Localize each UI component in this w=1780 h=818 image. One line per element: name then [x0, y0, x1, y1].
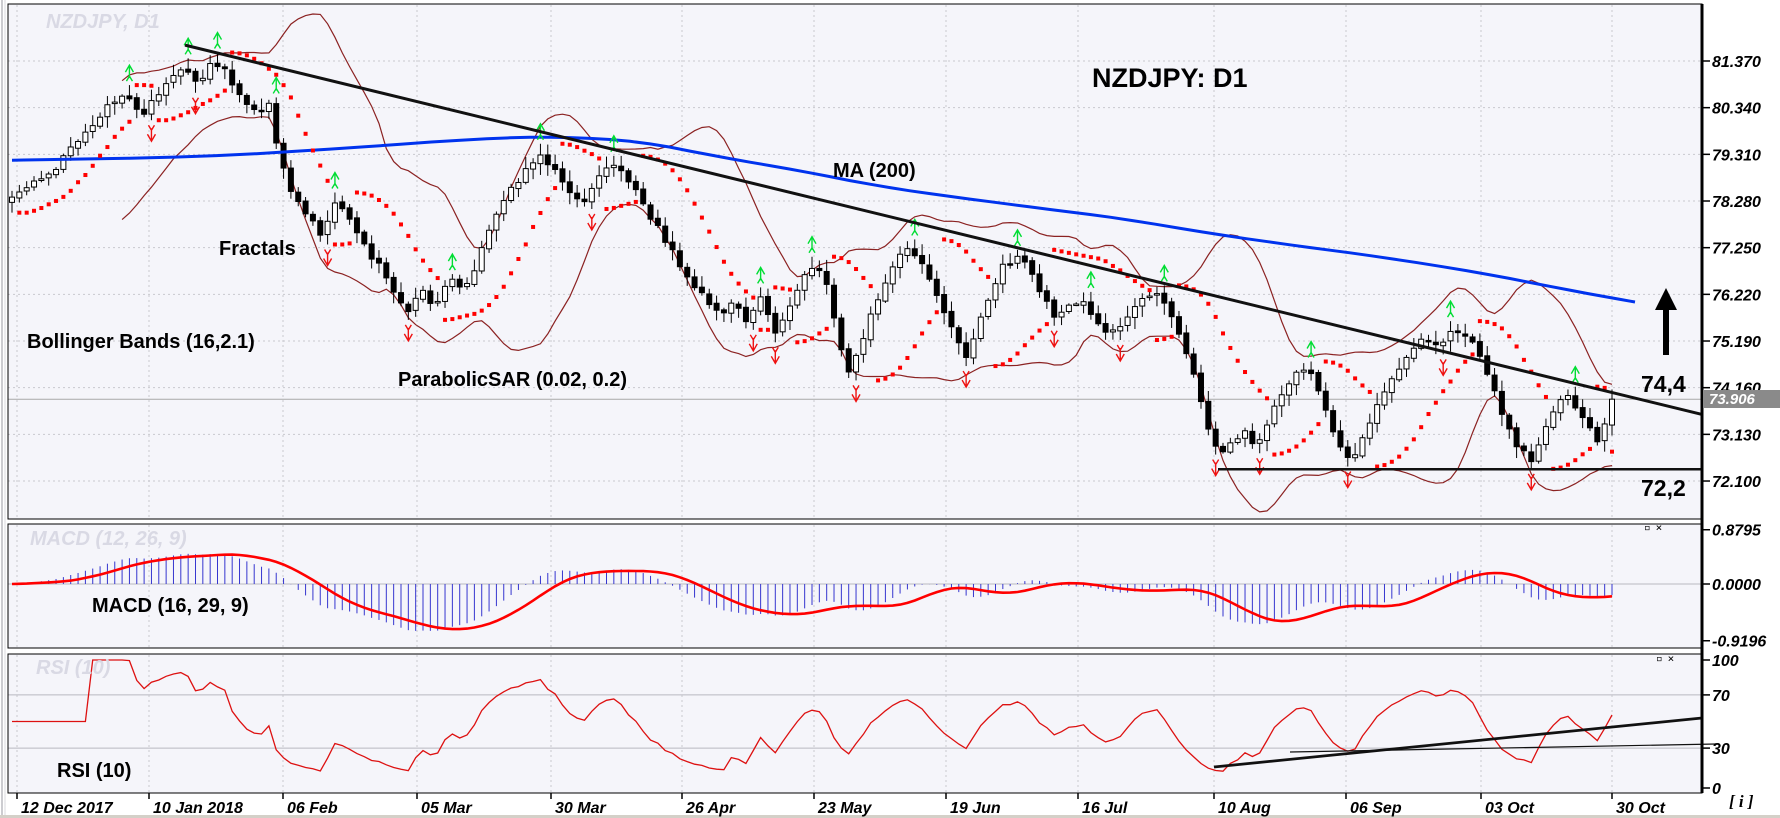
price-axis-label: 80.340	[1712, 101, 1761, 118]
rsi-panel-watermark: RSI (10)	[36, 657, 111, 679]
main-chart-watermark: NZDJPY, D1	[46, 11, 160, 33]
fractal-down-icon	[403, 324, 413, 343]
fractal-down-icon	[1211, 459, 1221, 477]
fractal-up-icon	[756, 265, 766, 284]
fractal-down-icon	[1526, 473, 1536, 492]
rsi-axis-label: 70	[1712, 688, 1730, 705]
price-axis-label: 75.190	[1712, 334, 1761, 351]
fractal-down-icon	[1438, 359, 1448, 377]
fractal-up-icon	[212, 31, 223, 49]
fractal-up-icon	[1570, 365, 1580, 384]
panel-frames	[7, 3, 1704, 794]
fractals-label: Fractals	[219, 238, 296, 260]
bollinger-bands-layer	[121, 13, 1613, 513]
fractal-down-icon	[322, 249, 333, 267]
fractal-down-icon	[1343, 471, 1353, 489]
fractal-down-icon	[1115, 344, 1125, 363]
macd-axis-label: 0.0000	[1712, 577, 1761, 594]
price-axis-label: 76.220	[1712, 287, 1761, 304]
time-axis-label[interactable]: 03 Oct	[1485, 800, 1535, 817]
price-axis-label: 79.310	[1712, 147, 1761, 164]
fractal-up-icon	[124, 63, 135, 82]
time-axis-label[interactable]: 12 Dec 2017	[21, 800, 114, 817]
support-level-label: 72,2	[1641, 475, 1686, 501]
macd-close-button[interactable]: ×	[1655, 521, 1665, 534]
rsi-close-button[interactable]: ×	[1667, 652, 1677, 665]
rsi-axis-label: 0	[1712, 781, 1721, 798]
macd-minimize-button[interactable]: ▫	[1644, 521, 1653, 534]
fractal-up-icon	[1159, 263, 1169, 282]
fractal-down-icon	[1255, 457, 1265, 476]
resistance-trendline	[184, 43, 1703, 416]
fractal-up-icon	[271, 76, 281, 94]
fractal-down-icon	[146, 124, 157, 143]
page-title: NZDJPY: D1	[1092, 63, 1248, 93]
time-axis-label[interactable]: 23 May	[817, 800, 872, 817]
fractal-up-icon	[447, 252, 457, 271]
time-axis-label[interactable]: 19 Jun	[950, 800, 1001, 817]
macd-panel-watermark: MACD (12, 26, 9)	[30, 528, 187, 550]
trendlines-layer	[184, 43, 1703, 471]
macd-axis-label: 0.8795	[1712, 523, 1762, 540]
fractal-down-icon	[587, 213, 597, 232]
macd-signal-line	[11, 553, 1613, 631]
price-axis: 81.370 80.340 79.310 78.280 77.250 76.220 75.1…	[1703, 54, 1766, 798]
rsi-window-controls: ▫ ×	[1656, 652, 1677, 665]
rsi-trendline-1	[1213, 716, 1703, 769]
candlestick-layer	[9, 52, 1615, 469]
fractal-down-icon	[851, 385, 861, 403]
fractal-up-icon	[1012, 228, 1023, 247]
time-axis-label[interactable]: 10 Jan 2018	[153, 800, 243, 817]
ma200-label: MA (200)	[833, 160, 916, 182]
rsi-trendline-2	[1289, 743, 1717, 753]
fractal-down-icon	[190, 97, 201, 116]
fractal-up-icon	[1306, 340, 1316, 358]
price-axis-label: 72.100	[1712, 474, 1761, 491]
current-price-badge: 73.906	[1703, 390, 1780, 408]
fractal-down-icon	[1049, 330, 1059, 349]
resistance-level-label: 74,4	[1641, 371, 1686, 397]
fractals-layer	[124, 31, 1580, 492]
rsi-line	[12, 659, 1613, 772]
fractal-up-icon	[910, 218, 920, 236]
fractal-up-icon	[609, 134, 619, 153]
price-axis-label: 77.250	[1712, 241, 1761, 258]
fractal-down-icon	[961, 370, 971, 389]
time-axis-label[interactable]: 06 Feb	[287, 800, 338, 817]
rsi-axis-label: 30	[1712, 741, 1730, 758]
time-axis-label[interactable]: 06 Sep	[1350, 800, 1402, 817]
macd-window-controls: ▫ ×	[1644, 521, 1665, 534]
macd-label: MACD (16, 29, 9)	[92, 595, 249, 617]
time-axis-label[interactable]: 30 Mar	[555, 800, 606, 817]
price-axis-label: 73.130	[1712, 427, 1761, 444]
time-axis-label[interactable]: 16 Jul	[1082, 800, 1128, 817]
time-axis-label[interactable]: 26 Apr	[685, 800, 736, 817]
time-axis-label[interactable]: 05 Mar	[421, 800, 472, 817]
fractal-down-icon	[748, 334, 758, 353]
fractal-up-icon	[1445, 299, 1456, 318]
bollinger-label: Bollinger Bands (16,2.1)	[27, 331, 255, 353]
ma200-line	[11, 135, 1636, 304]
time-axis-label[interactable]: 30 Oct	[1616, 800, 1666, 817]
fractal-down-icon	[770, 346, 780, 365]
rsi-label: RSI (10)	[57, 760, 132, 782]
macd-axis-label: -0.9196	[1712, 634, 1766, 651]
price-axis-label: 81.370	[1712, 54, 1761, 71]
time-axis-label[interactable]: 10 Aug	[1218, 800, 1271, 817]
up-arrow-icon	[1655, 288, 1677, 355]
fractal-up-icon	[330, 171, 340, 189]
rsi-axis-label: 100	[1712, 653, 1739, 670]
status-icon: [ i ]	[1729, 792, 1754, 811]
fractal-up-icon	[1086, 270, 1096, 289]
parabolic-sar-label: ParabolicSAR (0.02, 0.2)	[398, 369, 627, 391]
fractal-up-icon	[807, 235, 817, 254]
time-axis: 12 Dec 2017 10 Jan 2018 06 Feb 05 Mar 30 Mar…	[16, 793, 1666, 817]
rsi-minimize-button[interactable]: ▫	[1656, 652, 1665, 665]
price-axis-label: 78.280	[1712, 194, 1761, 211]
parabolic-sar-layer	[17, 50, 1614, 471]
